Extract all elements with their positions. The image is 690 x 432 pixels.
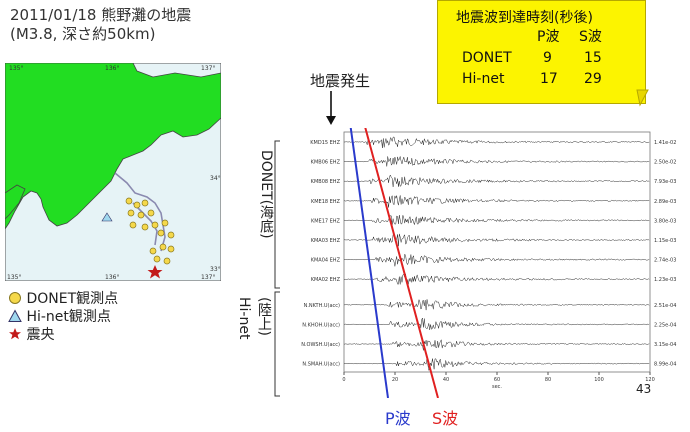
map-lon-tick: 136° — [105, 65, 119, 72]
station-name: KME18 EHZ — [311, 199, 341, 205]
map-lon-tick: 135° — [9, 65, 23, 72]
station-amplitude: 2.50e-02 — [654, 160, 676, 166]
time-tick-label: 20 — [392, 377, 398, 383]
slide-subtitle: (M3.8, 深さ約50km) — [10, 25, 156, 43]
station-name: KME17 EHZ — [311, 218, 341, 224]
station-amplitude: 2.25e-04 — [654, 322, 676, 328]
epicenter-map: 135° 136° 137° 135° 136° 137° 34° 33° — [5, 63, 221, 281]
map-island — [5, 184, 26, 220]
time-tick-label: 60 — [494, 377, 500, 383]
map-land — [5, 63, 221, 230]
station-name: N.NKTH.U(acc) — [304, 303, 340, 309]
note-col-s: S波 — [579, 29, 602, 45]
seismogram-trace — [343, 317, 650, 331]
legend-label: Hi-net観測点 — [26, 309, 111, 325]
seismogram-frame — [343, 131, 651, 373]
station-name: KMB06 EHZ — [311, 160, 341, 166]
note-col-p: P波 — [537, 29, 560, 45]
station-name: N.OWSH.U(acc) — [301, 342, 340, 348]
station-amplitude: 3.15e-04 — [654, 342, 676, 348]
seismogram-trace — [343, 273, 650, 285]
station-amplitude: 7.93e-03 — [654, 179, 676, 185]
s-wave-line — [364, 128, 439, 398]
epicenter-star-marker — [147, 265, 163, 279]
station-name: KMA02 EHZ — [311, 277, 341, 283]
seismogram-trace — [343, 356, 650, 372]
station-name: KMD15 EHZ — [310, 140, 340, 146]
station-name: KMA04 EHZ — [311, 258, 341, 264]
legend-epicenter: 震央 — [8, 324, 54, 344]
station-amplitude: 1.23e-03 — [654, 277, 676, 283]
seismogram-trace — [344, 136, 650, 149]
seismogram-trace — [344, 338, 650, 351]
p-wave-line — [349, 128, 389, 398]
map-bottom-tick: 136° — [105, 274, 119, 281]
circle-icon — [9, 292, 21, 304]
map-lat-tick: 33° — [210, 266, 221, 273]
p-wave-label: P波 — [385, 409, 411, 428]
s-wave-label: S波 — [432, 409, 459, 428]
note-row-donet-name: DONET — [462, 50, 512, 66]
triangle-icon — [8, 309, 22, 322]
station-amplitude: 1.15e-03 — [654, 238, 676, 244]
note-row-donet-p: 9 — [543, 50, 552, 66]
time-tick-label: 0 — [342, 377, 345, 383]
station-amplitude: 8.99e-04 — [654, 362, 676, 368]
slide-title: 2011/01/18 熊野灘の地震 — [10, 6, 192, 24]
note-row-hinet-p: 17 — [540, 71, 558, 87]
legend-hinet: Hi-net観測点 — [8, 306, 111, 326]
station-amplitude: 1.41e-02 — [654, 140, 676, 146]
map-lat-tick: 34° — [210, 175, 221, 182]
legend-label: DONET観測点 — [26, 291, 119, 307]
time-tick-label: 80 — [545, 377, 551, 383]
legend-label: 震央 — [26, 327, 55, 343]
down-arrow-icon — [326, 91, 336, 125]
note-fold-icon — [636, 89, 649, 107]
note-row-hinet-name: Hi-net — [462, 71, 505, 87]
time-tick-label: 100 — [594, 377, 604, 383]
note-row-hinet-s: 29 — [584, 71, 602, 87]
station-name: N.SMAH.U(acc) — [302, 362, 340, 368]
station-amplitude: 2.74e-03 — [654, 258, 676, 264]
map-bottom-tick: 137° — [201, 274, 215, 281]
hinet-group-sublabel: (陸上) — [256, 297, 272, 336]
donet-station-group — [125, 197, 175, 265]
time-tick-label: 120 — [645, 377, 655, 383]
group-brackets — [274, 140, 280, 397]
donet-group-label: DONET(海底) — [258, 150, 274, 239]
seismogram-trace — [343, 174, 650, 187]
note-row-donet-s: 15 — [584, 50, 602, 66]
station-name: KMA03 EHZ — [311, 238, 341, 244]
station-name: KMB08 EHZ — [311, 179, 341, 185]
seismogram-trace — [343, 194, 650, 208]
hinet-station-marker — [101, 212, 113, 222]
seismogram-trace — [343, 214, 650, 226]
quake-onset-label: 地震発生 — [310, 72, 371, 90]
page-number: 43 — [636, 382, 652, 396]
seismogram-trace — [343, 156, 650, 167]
station-amplitude: 2.51e-04 — [654, 303, 676, 309]
station-name: N.KHOH.U(acc) — [302, 322, 340, 328]
star-icon — [9, 328, 21, 340]
seismogram-trace — [343, 253, 650, 267]
map-bottom-tick: 135° — [7, 274, 21, 281]
donet-cable-branch — [132, 202, 158, 246]
note-heading: 地震波到達時刻(秒後) — [456, 10, 593, 26]
seismogram-panel: KMD15 EHZ 1.41e-02 KMB06 EHZ 2.50e-02 KMB08 … — [301, 128, 676, 398]
time-tick-label: 40 — [443, 377, 449, 383]
seismogram-trace — [343, 298, 650, 311]
station-amplitude: 3.80e-03 — [654, 218, 676, 224]
station-amplitude: 2.89e-03 — [654, 199, 676, 205]
hinet-group-label: Hi-net — [236, 297, 252, 340]
legend-donet: DONET観測点 — [8, 288, 118, 308]
time-axis-unit: sec. — [492, 384, 502, 390]
map-lon-tick: 137° — [201, 65, 215, 72]
arrival-time-note: 地震波到達時刻(秒後) P波 S波 DONET 9 15 Hi-net 17 2… — [437, 0, 646, 104]
